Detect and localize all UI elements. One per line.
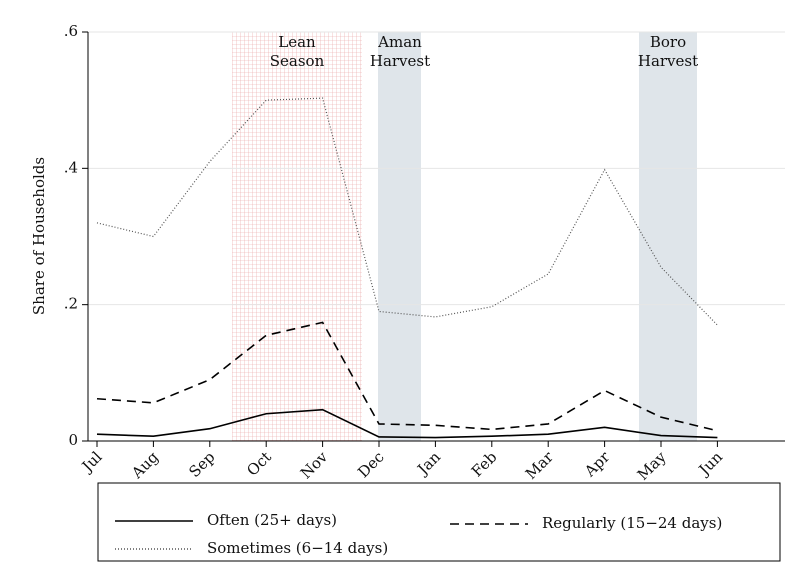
x-tick-label: Aug — [127, 448, 162, 483]
line-series — [96, 321, 718, 432]
annotation: Aman — [377, 33, 422, 51]
x-tick-label: Oct — [243, 448, 275, 480]
lean-season-band — [232, 32, 362, 441]
x-tick-label: Jun — [694, 448, 726, 480]
annotation: Season — [270, 52, 325, 70]
legend-label: Often (25+ days) — [207, 511, 337, 529]
x-tick-label: Sep — [185, 448, 218, 481]
aman-band — [378, 32, 421, 441]
x-tick-label: Apr — [580, 447, 614, 481]
x-tick-label: Mar — [522, 447, 558, 483]
boro-band — [639, 32, 697, 441]
annotation: Harvest — [370, 52, 430, 70]
legend-label: Regularly (15−24 days) — [542, 514, 722, 532]
line-series — [96, 97, 718, 326]
x-tick-label: Jul — [77, 448, 106, 477]
y-tick-label: .4 — [64, 158, 78, 176]
y-tick-label: .6 — [64, 22, 78, 40]
legend-box — [97, 482, 781, 562]
annotation: Harvest — [638, 52, 698, 70]
x-tick-label: Feb — [468, 448, 501, 481]
y-tick-label: 0 — [68, 431, 78, 449]
annotation: Lean — [278, 33, 316, 51]
y-tick-label: .2 — [64, 295, 78, 313]
line-series — [96, 408, 718, 439]
x-tick-label: Dec — [354, 448, 387, 481]
x-tick-label: Jan — [413, 448, 445, 480]
annotation: Boro — [650, 33, 686, 51]
y-axis-label: Share of Households — [30, 157, 48, 315]
x-tick-label: May — [634, 448, 670, 484]
x-tick-label: Nov — [297, 448, 332, 483]
legend-label: Sometimes (6−14 days) — [207, 539, 388, 557]
